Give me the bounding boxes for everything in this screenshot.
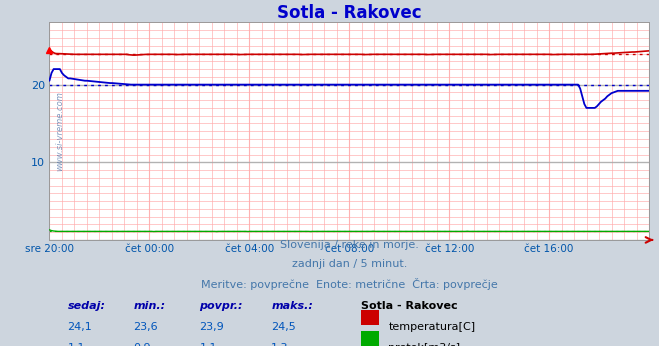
Text: 0,9: 0,9 [133,343,151,346]
Text: www.si-vreme.com: www.si-vreme.com [56,91,65,171]
Text: 24,1: 24,1 [67,322,92,332]
Text: 1,1: 1,1 [200,343,217,346]
Text: Meritve: povprečne  Enote: metrične  Črta: povprečje: Meritve: povprečne Enote: metrične Črta:… [201,278,498,290]
Text: 23,6: 23,6 [133,322,158,332]
Text: pretok[m3/s]: pretok[m3/s] [388,343,461,346]
Text: sedaj:: sedaj: [67,301,105,311]
Text: 1,3: 1,3 [272,343,289,346]
Text: 23,9: 23,9 [200,322,224,332]
Text: povpr.:: povpr.: [200,301,243,311]
Text: maks.:: maks.: [272,301,313,311]
Text: 1,1: 1,1 [67,343,85,346]
Text: Slovenija / reke in morje.: Slovenija / reke in morje. [280,240,418,250]
Title: Sotla - Rakovec: Sotla - Rakovec [277,4,422,22]
Bar [361,310,380,325]
Text: 24,5: 24,5 [272,322,296,332]
Bar [361,331,380,346]
Text: min.:: min.: [133,301,165,311]
Text: zadnji dan / 5 minut.: zadnji dan / 5 minut. [291,259,407,269]
Text: temperatura[C]: temperatura[C] [388,322,475,332]
Text: Sotla - Rakovec: Sotla - Rakovec [361,301,458,311]
